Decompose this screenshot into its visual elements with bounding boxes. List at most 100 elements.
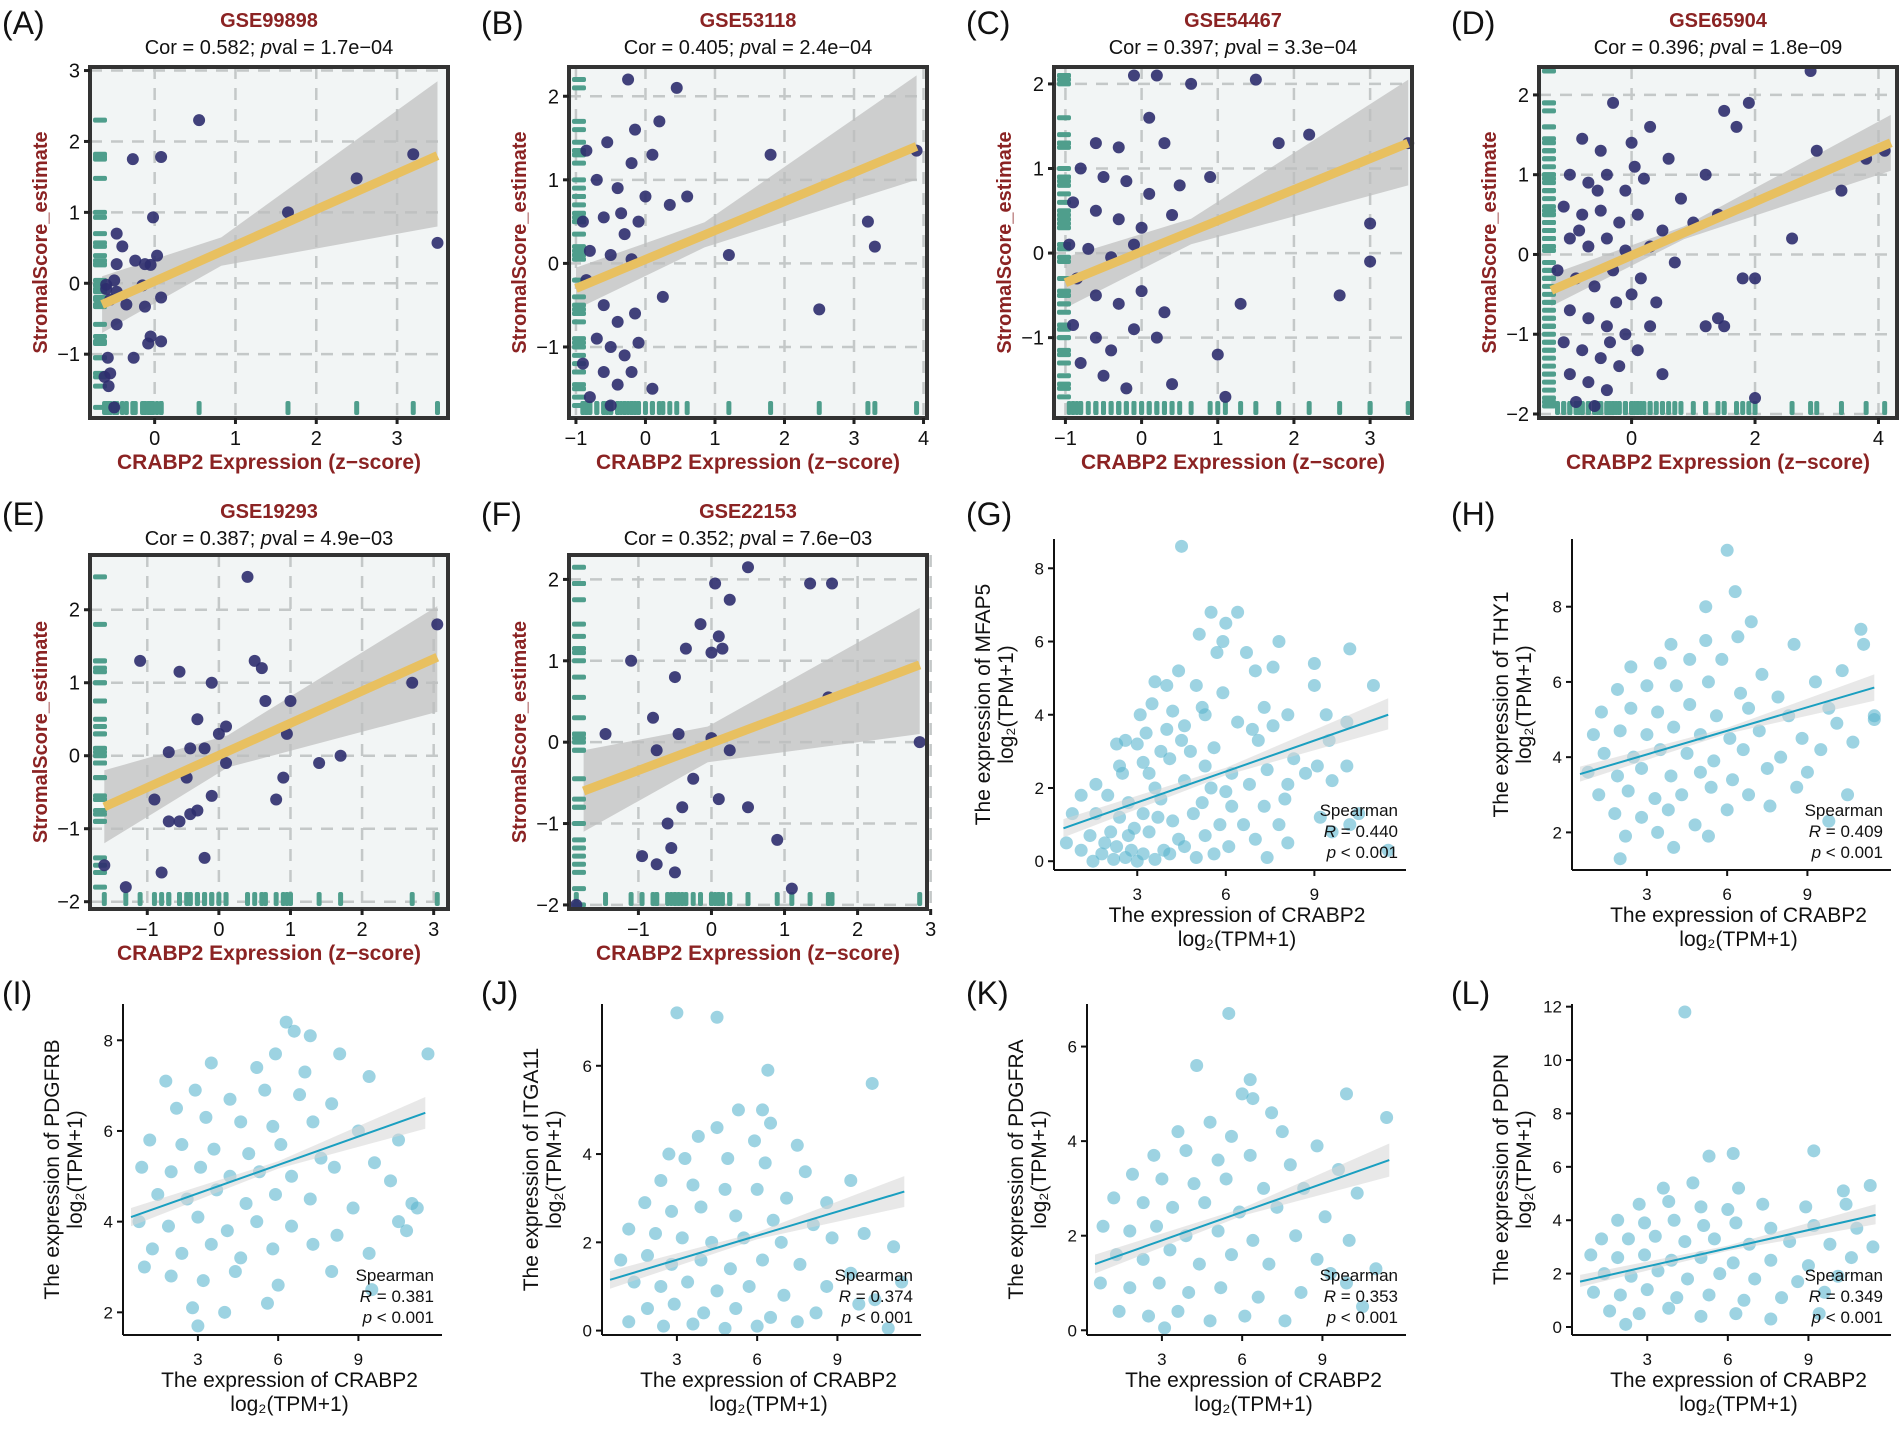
- rug-mark-y: [93, 240, 107, 246]
- x-tick-label: 1: [709, 428, 720, 450]
- data-point: [668, 866, 681, 879]
- rug-mark-x: [137, 892, 143, 906]
- data-point: [1112, 297, 1125, 310]
- x-tick-label: 3: [848, 428, 859, 450]
- data-point: [1145, 697, 1159, 711]
- y-tick-label: 1: [548, 170, 559, 192]
- data-point: [1198, 829, 1212, 843]
- rug-mark-y: [1057, 216, 1071, 222]
- data-point: [712, 630, 725, 643]
- rug-mark-x: [1139, 401, 1145, 415]
- rug-mark-x: [166, 892, 172, 906]
- data-point: [1594, 144, 1607, 157]
- scatter-plot: (B) GSE53118 Cor = 0.405; pval = 2.4e−04 −1…: [481, 5, 929, 474]
- rug-mark-y: [1542, 220, 1556, 226]
- data-point: [431, 618, 444, 631]
- data-point: [325, 1097, 339, 1111]
- data-point: [1563, 368, 1576, 381]
- rug-mark-y: [1057, 220, 1071, 226]
- dataset-title: GSE65904: [1669, 10, 1768, 32]
- data-point: [242, 1147, 256, 1161]
- data-point: [1610, 769, 1624, 783]
- rug-mark-y: [1542, 136, 1556, 142]
- y-tick-label: −1: [57, 344, 80, 366]
- rug-mark-x: [145, 401, 151, 415]
- data-point: [223, 1092, 237, 1106]
- pval-text: val = 4.9e−03: [272, 528, 393, 550]
- stat-p: p < 0.001: [1326, 1308, 1398, 1327]
- regression-line: [582, 660, 922, 796]
- data-point: [665, 1204, 679, 1218]
- data-point: [1183, 744, 1197, 758]
- data-point: [303, 1192, 317, 1206]
- data-point: [1339, 1087, 1353, 1101]
- data-point: [625, 157, 638, 170]
- data-point: [1791, 1275, 1805, 1289]
- rug-mark-y: [572, 402, 586, 408]
- data-point: [1083, 829, 1097, 843]
- data-point: [1731, 630, 1745, 644]
- data-point: [1173, 179, 1186, 192]
- data-point: [1204, 170, 1217, 183]
- data-point: [1245, 722, 1259, 736]
- x-tick-label: 9: [1310, 885, 1319, 904]
- rug-mark-y: [1542, 204, 1556, 210]
- data-point: [1611, 1213, 1625, 1227]
- rug-mark-x: [1337, 401, 1343, 415]
- rug-mark-x: [1276, 401, 1282, 415]
- rug-mark-x: [1715, 401, 1721, 415]
- data-point: [281, 206, 294, 219]
- data-point: [679, 642, 692, 655]
- data-point: [1089, 777, 1103, 791]
- rug-mark-x: [642, 401, 648, 415]
- data-point: [661, 817, 674, 830]
- data-point: [1186, 807, 1200, 821]
- rug-mark-y: [93, 574, 107, 580]
- x-tick-label: 2: [852, 919, 863, 941]
- data-point: [857, 1226, 871, 1240]
- y-tick-label: 2: [548, 86, 559, 108]
- data-point: [723, 744, 736, 757]
- data-point: [790, 1315, 804, 1329]
- data-point: [1619, 328, 1632, 341]
- plot-frame: [1537, 65, 1899, 420]
- correlation-stats: Cor = 0.582; pval = 1.7e−04: [145, 37, 394, 59]
- data-point: [1266, 719, 1280, 733]
- x-tick-label: 6: [1722, 885, 1731, 904]
- data-point: [1713, 1267, 1727, 1281]
- y-tick-label: 0: [69, 746, 80, 768]
- rug-mark-y: [93, 807, 107, 813]
- y-tick-label: 6: [1553, 673, 1562, 692]
- data-point: [1333, 289, 1346, 302]
- rug-mark-x: [872, 401, 878, 415]
- rug-mark-y: [1542, 243, 1556, 249]
- rug-mark-x: [774, 892, 780, 906]
- data-point: [1118, 851, 1132, 865]
- data-point: [1624, 701, 1638, 715]
- rug-mark-x: [807, 892, 813, 906]
- data-point: [173, 815, 186, 828]
- data-point: [198, 742, 211, 755]
- rug-mark-y: [572, 382, 586, 388]
- rug-mark-y: [1542, 156, 1556, 162]
- data-point: [1238, 1309, 1252, 1323]
- y-axis-label: The expression of PDPN: [1490, 1054, 1513, 1285]
- data-point: [742, 1279, 756, 1293]
- data-point: [756, 1103, 770, 1117]
- plot-frame: [567, 65, 929, 420]
- pval-italic-p: p: [1224, 37, 1236, 59]
- data-point: [228, 1265, 242, 1279]
- data-point: [1185, 77, 1198, 90]
- data-point: [1155, 1172, 1169, 1186]
- rug-mark-y: [1057, 212, 1071, 218]
- x-tick-label: 9: [833, 1350, 842, 1369]
- data-point: [1260, 763, 1274, 777]
- data-point: [1112, 141, 1125, 154]
- data-point: [1104, 825, 1118, 839]
- rug-mark-y: [93, 884, 107, 890]
- data-point: [1310, 1139, 1324, 1153]
- data-point: [365, 1283, 379, 1297]
- rug-mark-x: [194, 892, 200, 906]
- data-point: [1729, 1307, 1743, 1321]
- data-point: [1325, 825, 1339, 839]
